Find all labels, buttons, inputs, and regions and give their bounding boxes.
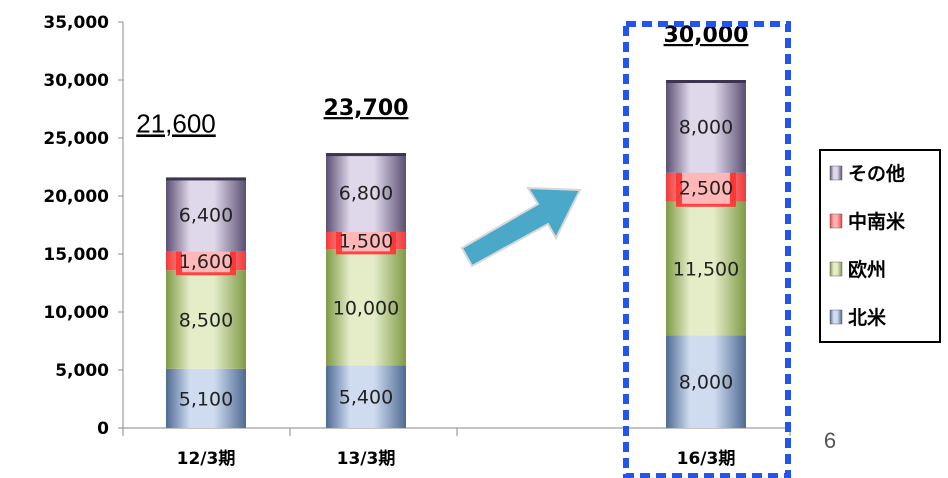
bar-top-cap <box>166 177 246 181</box>
growth-arrow-icon <box>460 186 582 268</box>
bar-segment-欧州 <box>166 270 246 369</box>
highlight-box <box>623 21 791 478</box>
bar-segment-glow <box>182 249 230 273</box>
y-tick-label: 25,000 <box>43 129 109 149</box>
data-label: 1,500 <box>339 231 393 253</box>
legend-swatch <box>829 309 843 325</box>
bar-segment-欧州 <box>326 249 406 366</box>
category-label: 13/3期 <box>337 449 396 469</box>
data-label: 1,600 <box>179 251 233 273</box>
bar-segment-その他 <box>326 153 406 232</box>
bar-segment-北米 <box>326 365 406 428</box>
legend-label: 中南米 <box>848 210 906 233</box>
legend-label: その他 <box>848 162 905 185</box>
total-label: 23,700 <box>324 96 409 121</box>
y-tick-label: 30,000 <box>43 71 109 91</box>
y-tick-label: 0 <box>97 419 109 439</box>
data-label: 10,000 <box>333 297 399 319</box>
bar-segment-その他 <box>166 177 246 252</box>
category-label: 16/3期 <box>677 449 736 469</box>
data-label: 5,100 <box>179 388 233 410</box>
total-label: 21,600 <box>136 108 216 138</box>
bar-top-cap <box>666 80 746 83</box>
y-tick-label: 20,000 <box>43 187 109 207</box>
data-label: 8,000 <box>679 372 733 394</box>
y-tick-label: 5,000 <box>55 361 109 381</box>
bar-segment-その他 <box>666 80 746 173</box>
page-number: 6 <box>824 428 836 453</box>
bar-top-cap <box>326 153 406 157</box>
data-label: 6,400 <box>179 205 233 227</box>
total-label: 30,000 <box>664 23 749 48</box>
data-label: 6,800 <box>339 183 393 205</box>
legend-swatch <box>829 165 843 181</box>
legend-swatch <box>829 213 843 229</box>
bar-segment-北米 <box>166 368 246 428</box>
data-label: 11,500 <box>673 259 739 281</box>
legend-swatch <box>829 261 843 277</box>
data-label: 8,500 <box>179 310 233 332</box>
y-tick-label: 15,000 <box>43 245 109 265</box>
data-label: 5,400 <box>339 387 393 409</box>
y-tick-label: 10,000 <box>43 303 109 323</box>
bar-segment-北米 <box>666 335 746 428</box>
category-label: 12/3期 <box>177 449 236 469</box>
data-label: 2,500 <box>679 177 733 199</box>
legend-label: 欧州 <box>848 258 886 281</box>
bar-segment-glow <box>342 229 390 252</box>
bar-segment-glow <box>682 170 730 204</box>
y-tick-label: 35,000 <box>43 13 109 33</box>
data-label: 8,000 <box>679 116 733 138</box>
legend-label: 北米 <box>848 306 887 329</box>
bar-segment-欧州 <box>666 201 746 336</box>
